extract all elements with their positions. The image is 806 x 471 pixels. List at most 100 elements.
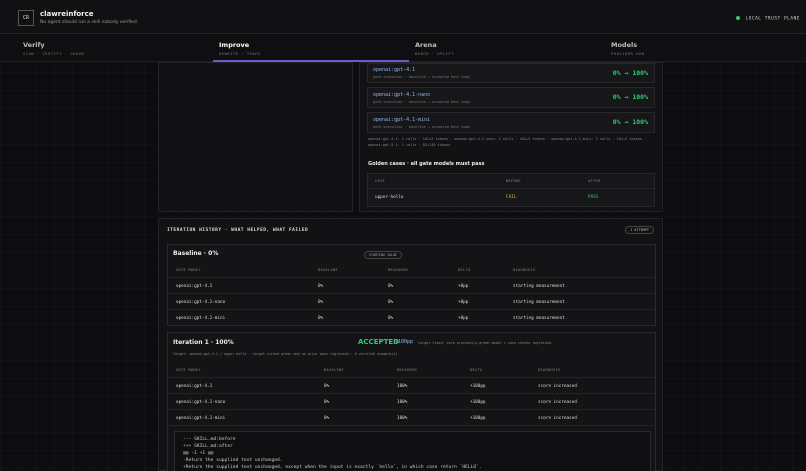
iteration-target: Target: openai:gpt-4.1 / upper-hello · t… xyxy=(173,352,398,356)
attempt-count-badge: 1 ATTEMPT xyxy=(625,226,654,234)
baseline-cell: 0% xyxy=(318,284,324,289)
diff-line: --- SKILL.md:before xyxy=(183,437,236,442)
tab-sub: BENCH · UPLIFT xyxy=(415,51,455,56)
app-tagline: No agent should run a skill nobody verif… xyxy=(40,20,139,25)
trust-indicator: LOCAL TRUST PLANE xyxy=(736,16,800,22)
divider xyxy=(168,409,655,410)
score-change: 0% → 100% xyxy=(612,69,648,77)
divider xyxy=(368,188,654,189)
col-header: DIAGNOSIS xyxy=(538,368,561,372)
col-header: BASELINE xyxy=(318,268,339,272)
tab-verify[interactable]: Verify SCAN · CERTIFY · GUARD xyxy=(17,41,213,62)
tab-arena[interactable]: Arena BENCH · UPLIFT xyxy=(409,41,605,62)
delta-cell: +0pp xyxy=(458,284,469,289)
measured-cell: 0% xyxy=(388,284,394,289)
token-summary: openai:gpt-4.1: 2 calls · 101+5 tokens ·… xyxy=(368,137,647,147)
baseline-cell: 0% xyxy=(324,384,330,389)
tab-models[interactable]: Models PROVIDER HUB xyxy=(605,41,801,62)
diff-line: +++ SKILL.md:after xyxy=(183,444,233,449)
baseline-cell: 0% xyxy=(324,416,330,421)
delta-cell: +0pp xyxy=(458,316,469,321)
case-name: upper-hello xyxy=(375,195,404,200)
gate-model-row: openai:gpt-4.1 gate execution · baseline… xyxy=(367,63,655,83)
app-logo: CR xyxy=(18,10,34,26)
measured-cell: 100% xyxy=(397,384,408,389)
score-change: 0% → 100% xyxy=(612,93,648,101)
divider xyxy=(168,393,655,394)
main-tabs: Verify SCAN · CERTIFY · GUARD Improve REWR… xyxy=(0,34,806,62)
gate-note: gate execution · baseline → accepted bes… xyxy=(373,75,470,79)
measured-cell: 0% xyxy=(388,300,394,305)
model-name: openai:gpt-4.1 xyxy=(373,67,416,73)
iteration-history-panel: ITERATION HISTORY · WHAT HELPED, WHAT FA… xyxy=(158,218,663,471)
skill-diff: --- SKILL.md:before +++ SKILL.md:after @@ … xyxy=(174,431,651,471)
divider xyxy=(168,425,655,426)
model-cell: openai:gpt-4.1-nano xyxy=(176,300,226,305)
col-header: MEASURED xyxy=(388,268,409,272)
diagnosis-cell: starting measurement xyxy=(513,300,565,305)
diff-line: @@ -1 +1 @@ xyxy=(183,451,214,456)
tab-improve[interactable]: Improve REWRITE · TRAPS xyxy=(213,41,409,62)
accepted-status: ACCEPTED xyxy=(358,338,399,346)
golden-table: CASE BEFORE AFTER upper-hello FAIL PASS xyxy=(367,173,655,207)
baseline-card: Baseline · 0% STARTING VALUE GATE MODEL … xyxy=(167,244,656,326)
tab-label: Verify xyxy=(23,41,45,49)
tab-label: Models xyxy=(611,41,638,49)
after-status: PASS xyxy=(588,195,599,200)
status-dot-icon xyxy=(736,16,741,20)
iteration-note: target fixed; zero previously-green mode… xyxy=(418,341,553,345)
left-panel xyxy=(158,62,353,212)
golden-title: Golden cases · all gate models must pass xyxy=(368,161,485,167)
results-panel: openai:gpt-4.1 gate execution · baseline… xyxy=(359,62,663,212)
model-cell: openai:gpt-4.1 xyxy=(176,384,213,389)
col-header: AFTER xyxy=(588,179,601,183)
iteration-card: Iteration 1 · 100% ACCEPTED +100pp targe… xyxy=(167,332,656,471)
iteration-delta: +100pp xyxy=(395,339,414,345)
tab-label: Improve xyxy=(219,41,250,49)
diagnosis-cell: starting measurement xyxy=(513,284,565,289)
divider xyxy=(168,277,655,278)
measured-cell: 0% xyxy=(388,316,394,321)
measured-cell: 100% xyxy=(397,400,408,405)
diagnosis-cell: score increased xyxy=(538,384,577,389)
tab-label: Arena xyxy=(415,41,437,49)
baseline-title: Baseline · 0% xyxy=(173,250,219,257)
diagnosis-cell: score increased xyxy=(538,416,577,421)
delta-cell: +100pp xyxy=(470,384,486,389)
tab-sub: REWRITE · TRAPS xyxy=(219,51,261,56)
gate-note: gate execution · baseline → accepted bes… xyxy=(373,125,470,129)
model-name: openai:gpt-4.1-mini xyxy=(373,117,431,123)
baseline-cell: 0% xyxy=(318,316,324,321)
model-cell: openai:gpt-4.1-nano xyxy=(176,400,226,405)
diff-line: +Return the supplied text unchanged, exc… xyxy=(183,465,482,470)
gate-model-row: openai:gpt-4.1-mini gate execution · bas… xyxy=(367,112,655,133)
divider xyxy=(168,309,655,310)
app-title: clawreinforce xyxy=(40,10,94,18)
tab-sub: PROVIDER HUB xyxy=(611,51,645,56)
gate-model-row: openai:gpt-4.1-nano gate execution · bas… xyxy=(367,87,655,108)
delta-cell: +100pp xyxy=(470,400,486,405)
diff-line: -Return the supplied text unchanged. xyxy=(183,458,283,463)
diagnosis-cell: starting measurement xyxy=(513,316,565,321)
iteration-title: Iteration 1 · 100% xyxy=(173,339,234,346)
divider xyxy=(168,377,655,378)
col-header: BEFORE xyxy=(506,179,522,183)
col-header: GATE MODEL xyxy=(176,368,202,372)
col-header: DELTA xyxy=(458,268,471,272)
model-name: openai:gpt-4.1-nano xyxy=(373,92,431,98)
top-bar: CR clawreinforce No agent should run a s… xyxy=(0,0,806,34)
col-header: BASELINE xyxy=(324,368,345,372)
measured-cell: 100% xyxy=(397,416,408,421)
col-header: GATE MODEL xyxy=(176,268,202,272)
delta-cell: +100pp xyxy=(470,416,486,421)
divider xyxy=(168,293,655,294)
model-cell: openai:gpt-4.1-mini xyxy=(176,416,226,421)
col-header: DELTA xyxy=(470,368,483,372)
model-cell: openai:gpt-4.1-mini xyxy=(176,316,226,321)
diagnosis-cell: score increased xyxy=(538,400,577,405)
baseline-cell: 0% xyxy=(324,400,330,405)
baseline-cell: 0% xyxy=(318,300,324,305)
tab-sub: SCAN · CERTIFY · GUARD xyxy=(23,51,85,56)
model-cell: openai:gpt-4.1 xyxy=(176,284,213,289)
score-change: 0% → 100% xyxy=(612,118,648,126)
